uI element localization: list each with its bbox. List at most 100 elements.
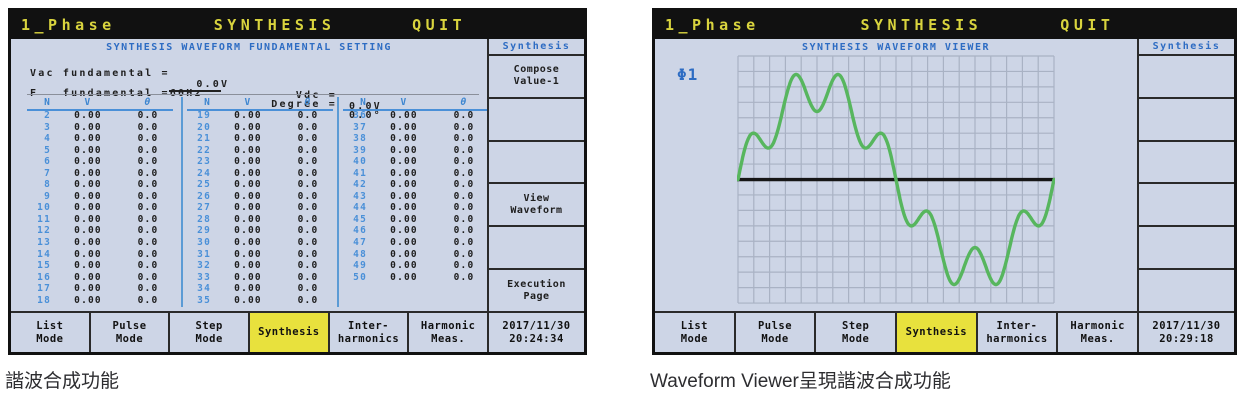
softkey-empty	[489, 227, 584, 271]
quit-button[interactable]: QUIT	[1060, 16, 1115, 34]
harmonic-theta: 0.0	[137, 294, 159, 306]
harmonic-v: 0.00	[390, 271, 418, 283]
harmonic-theta: 0.0	[453, 121, 475, 133]
harmonic-theta: 0.0	[137, 144, 159, 156]
col-n: N	[187, 97, 213, 111]
softkey-panel: Synthesis	[1137, 39, 1234, 311]
harmonic-n: 20	[197, 121, 211, 133]
harmonic-v: 0.00	[234, 225, 262, 237]
mode-button-inter-harmonics[interactable]: Inter- harmonics	[330, 313, 410, 352]
harmonic-n: 36	[353, 110, 367, 121]
softkey-compose-value-1[interactable]: Compose Value-1	[489, 56, 584, 99]
table-row: 41 0.00 0.0	[343, 168, 487, 180]
titlebar: 1_Phase SYNTHESIS QUIT	[11, 11, 584, 39]
harmonic-v: 0.00	[74, 110, 102, 121]
col-v: V	[213, 97, 283, 111]
screen-title: SYNTHESIS	[860, 16, 983, 34]
table-row: 3 0.00 0.0	[27, 122, 177, 134]
harmonic-theta: 0.0	[297, 133, 319, 145]
harmonic-v: 0.00	[74, 237, 102, 249]
mode-button-step-mode[interactable]: Step Mode	[816, 313, 898, 352]
softkey-panel: Synthesis Compose Value-1 View Waveform Ex…	[487, 39, 584, 311]
table-row: 16 0.00 0.0	[27, 272, 177, 284]
table-row: 15 0.00 0.0	[27, 260, 177, 272]
harmonic-n: 5	[44, 144, 51, 156]
vac-fundamental-field[interactable]: 0.0	[169, 79, 221, 92]
harmonic-v: 0.00	[74, 121, 102, 133]
harmonic-theta: 0.0	[137, 202, 159, 214]
harmonic-n: 35	[197, 294, 211, 306]
harmonic-n: 50	[353, 271, 367, 283]
harmonic-v: 0.00	[234, 213, 262, 225]
table-row: 25 0.00 0.0	[187, 179, 331, 191]
vdc-value: 0.0V	[349, 101, 382, 112]
table-row: 11 0.00 0.0	[27, 214, 177, 226]
harmonic-v: 0.00	[74, 156, 102, 168]
mode-button-list-mode[interactable]: List Mode	[655, 313, 736, 352]
harmonic-v: 0.00	[234, 144, 262, 156]
table-row: 5 0.00 0.0	[27, 145, 177, 157]
harmonic-theta: 0.0	[137, 225, 159, 237]
harmonic-v: 0.00	[74, 202, 102, 214]
quit-button[interactable]: QUIT	[412, 16, 467, 34]
col-theta: θ	[283, 97, 333, 111]
harmonic-n: 31	[197, 248, 211, 260]
date-text: 2017/11/30	[502, 319, 571, 332]
harmonic-theta: 0.0	[137, 167, 159, 179]
mode-button-pulse-mode[interactable]: Pulse Mode	[91, 313, 171, 352]
harmonic-theta: 0.0	[453, 144, 475, 156]
harmonic-n: 44	[353, 202, 367, 214]
harmonic-v: 0.00	[234, 179, 262, 191]
mode-button-list-mode[interactable]: List Mode	[11, 313, 91, 352]
phase-menu[interactable]: 1_Phase	[21, 16, 116, 34]
softkey-execution-page[interactable]: Execution Page	[507, 278, 566, 302]
softkey-empty	[489, 99, 584, 142]
table-row: 36 0.00 0.0	[343, 110, 487, 122]
date-text: 2017/11/30	[1152, 319, 1221, 332]
harmonic-theta: 0.0	[453, 167, 475, 179]
harmonic-theta: 0.0	[297, 260, 319, 272]
table-row: 35 0.00 0.0	[187, 295, 331, 307]
table-row: 9 0.00 0.0	[27, 191, 177, 203]
mode-button-pulse-mode[interactable]: Pulse Mode	[736, 313, 817, 352]
harmonic-n: 2	[44, 110, 51, 121]
mode-button-harmonic-meas-[interactable]: Harmonic Meas.	[1058, 313, 1140, 352]
divider	[27, 94, 479, 95]
softkey-view-waveform[interactable]: View Waveform	[489, 184, 584, 228]
harmonic-v: 0.00	[234, 283, 262, 295]
mode-button-step-mode[interactable]: Step Mode	[170, 313, 251, 352]
harmonic-v: 0.00	[74, 190, 102, 202]
harmonic-n: 40	[353, 156, 367, 168]
table-row: 50 0.00 0.0	[343, 272, 487, 284]
waveform-plot	[736, 55, 1056, 308]
table-row: 28 0.00 0.0	[187, 214, 331, 226]
mode-button-synthesis[interactable]: Synthesis	[250, 313, 330, 352]
harmonic-n: 4	[44, 133, 51, 145]
harmonic-theta: 0.0	[297, 237, 319, 249]
table-row: 23 0.00 0.0	[187, 156, 331, 168]
table-row: 4 0.00 0.0	[27, 133, 177, 145]
vac-fundamental-label: Vac fundamental =	[30, 68, 170, 79]
harmonic-theta: 0.0	[453, 225, 475, 237]
phase-menu[interactable]: 1_Phase	[665, 16, 760, 34]
table-row: 37 0.00 0.0	[343, 122, 487, 134]
mode-button-harmonic-meas-[interactable]: Harmonic Meas.	[409, 313, 490, 352]
col-n: N	[343, 97, 369, 111]
screen-title: SYNTHESIS	[213, 16, 336, 34]
page-title: SYNTHESIS WAVEFORM FUNDAMENTAL SETTING	[106, 42, 392, 53]
harmonic-n: 19	[197, 110, 211, 121]
mode-button-synthesis[interactable]: Synthesis	[897, 313, 978, 352]
synthesized-waveform	[736, 72, 1056, 287]
harmonic-n: 43	[353, 190, 367, 202]
harmonic-theta: 0.0	[453, 248, 475, 260]
table-row: 8 0.00 0.0	[27, 179, 177, 191]
harmonic-v: 0.00	[234, 167, 262, 179]
harmonic-v: 0.00	[234, 237, 262, 249]
harmonic-n: 3	[44, 121, 51, 133]
harmonic-theta: 0.0	[453, 110, 475, 121]
screen-synthesis-setting: 1_Phase SYNTHESIS QUIT SYNTHESIS WAVEFOR…	[8, 8, 587, 355]
table-row: 24 0.00 0.0	[187, 168, 331, 180]
harmonic-n: 11	[37, 213, 51, 225]
mode-button-inter-harmonics[interactable]: Inter- harmonics	[978, 313, 1059, 352]
